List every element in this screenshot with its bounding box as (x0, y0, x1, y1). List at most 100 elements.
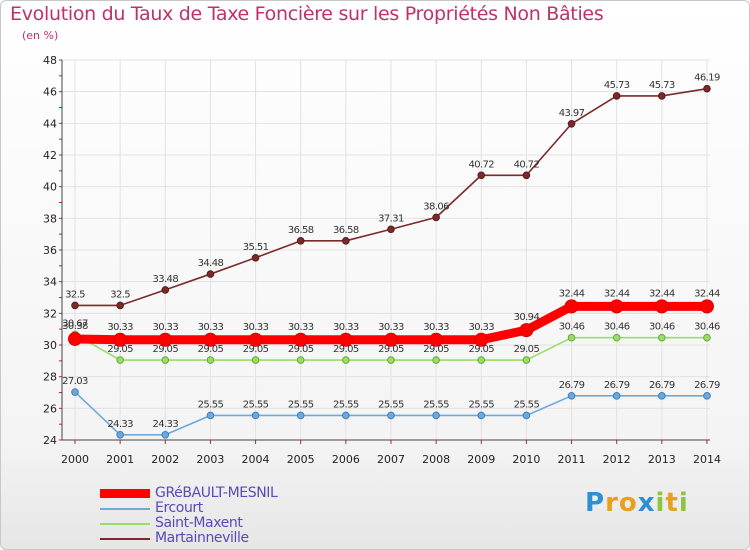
data-point (296, 356, 305, 364)
data-label: 29.05 (243, 344, 269, 355)
data-label: 24.33 (152, 419, 178, 430)
data-label: 30.33 (243, 322, 269, 333)
data-point (68, 331, 82, 346)
y-tick-label: 42 (43, 149, 57, 162)
logo-letter: i (655, 488, 666, 518)
data-point (342, 411, 350, 420)
data-point (383, 332, 398, 347)
logo-letter: x (637, 488, 656, 518)
x-tick-label: 2009 (467, 453, 495, 466)
data-label: 25.55 (333, 399, 359, 410)
data-point (387, 411, 395, 420)
data-point (116, 356, 124, 364)
data-label: 32.5 (65, 289, 85, 300)
y-tick-label: 24 (43, 434, 57, 447)
data-label: 29.05 (378, 344, 404, 355)
data-label: 30.46 (559, 322, 585, 333)
data-point (203, 332, 218, 347)
data-label: 29.05 (152, 344, 178, 355)
data-label: 30.94 (514, 312, 540, 323)
data-label: 30.33 (333, 322, 359, 333)
data-point (251, 356, 260, 364)
data-label: 25.55 (288, 399, 314, 410)
data-point (703, 392, 711, 400)
x-tick-label: 2003 (196, 453, 224, 466)
y-tick-label: 48 (43, 54, 57, 67)
x-tick-label: 2006 (332, 453, 360, 466)
data-label: 30.46 (649, 322, 675, 333)
data-label: 30.46 (694, 322, 720, 333)
data-label: 30.46 (604, 322, 630, 333)
y-tick-label: 36 (43, 244, 57, 257)
data-label: 30.33 (378, 322, 404, 333)
y-tick-label: 46 (43, 86, 57, 99)
data-label: 29.05 (333, 344, 359, 355)
data-label: 32.44 (649, 288, 675, 299)
data-label: 26.79 (559, 380, 585, 391)
data-label: 32.44 (694, 288, 720, 299)
data-point (432, 213, 440, 222)
y-tick-label: 32 (43, 307, 57, 320)
unit-label: (en %) (22, 29, 59, 42)
data-label: 32.44 (559, 288, 585, 299)
data-label: 26.79 (649, 380, 675, 391)
data-point (251, 411, 260, 420)
data-label: 25.55 (198, 399, 224, 410)
logo-letter: i (678, 488, 689, 518)
data-label: 33.48 (152, 274, 178, 285)
x-tick-label: 2008 (422, 453, 450, 466)
data-point (703, 84, 711, 93)
data-point (206, 270, 215, 278)
data-point (567, 333, 576, 342)
data-point (658, 92, 666, 100)
logo-letter: t (665, 488, 679, 518)
data-point (654, 299, 669, 314)
data-label: 27.03 (62, 376, 88, 387)
data-point (158, 332, 173, 347)
data-label: 25.55 (378, 399, 404, 410)
logo-letter: P (585, 488, 606, 518)
x-tick-label: 2001 (106, 453, 134, 466)
data-point (522, 356, 531, 364)
data-label: 30.38 (62, 321, 88, 332)
data-label: 30.33 (468, 322, 494, 333)
data-label: 30.33 (288, 322, 314, 333)
data-point (474, 332, 489, 347)
data-label: 25.55 (423, 399, 449, 410)
legend-swatch (100, 489, 150, 498)
data-label: 26.79 (694, 380, 720, 391)
data-label: 25.55 (243, 399, 269, 410)
chart-title: Evolution du Taux de Taxe Foncière sur l… (10, 3, 604, 25)
data-point (206, 356, 215, 364)
data-point (293, 332, 308, 347)
legend-label: Ercourt (155, 500, 203, 516)
data-point (116, 301, 124, 310)
data-point (161, 286, 170, 294)
data-point (612, 392, 621, 400)
data-point (116, 430, 124, 439)
data-point (703, 333, 711, 342)
data-label: 29.05 (514, 344, 540, 355)
data-label: 29.05 (468, 344, 494, 355)
data-label: 36.58 (333, 225, 359, 236)
y-tick-label: 40 (43, 181, 57, 194)
legend-label: Saint-Maxent (155, 515, 243, 531)
data-label: 25.55 (468, 399, 494, 410)
data-point (522, 411, 531, 420)
data-point (519, 323, 534, 338)
legend-label: Martainneville (155, 530, 249, 546)
data-point (477, 171, 486, 180)
data-label: 43.97 (559, 108, 585, 119)
data-label: 46.19 (694, 73, 720, 84)
data-point (567, 120, 576, 128)
data-label: 29.05 (107, 344, 133, 355)
data-point (161, 430, 170, 439)
data-point (432, 356, 440, 364)
data-point (113, 332, 128, 347)
data-point (522, 171, 531, 180)
y-tick-label: 26 (43, 402, 57, 415)
data-label: 35.51 (243, 242, 269, 253)
data-point (296, 411, 305, 420)
x-tick-label: 2002 (151, 453, 179, 466)
